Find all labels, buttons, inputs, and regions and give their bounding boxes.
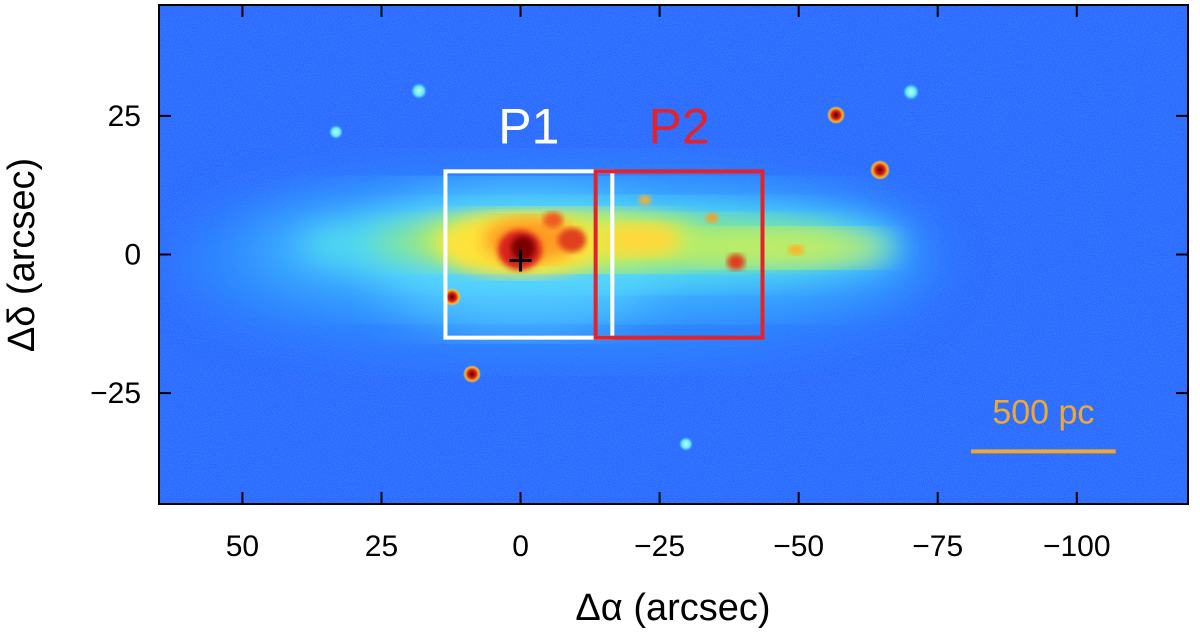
x-tick-label: −75 <box>912 530 963 563</box>
axis-tick-labels: 50 25 0 −25 −50 −75 −100 25 0 −25 <box>90 100 1110 563</box>
axis-ticks <box>159 5 1188 504</box>
region-label-p1: P1 <box>498 98 559 154</box>
region-box-p1 <box>443 169 615 340</box>
x-tick-label: 25 <box>365 530 398 563</box>
y-tick-label: −25 <box>90 377 141 410</box>
region-boxes: P1 P2 <box>443 98 765 340</box>
region-box-p2 <box>593 169 765 340</box>
y-axis-title: Δδ (arcsec) <box>1 158 43 352</box>
plus-icon <box>509 249 532 272</box>
x-tick-label: 0 <box>512 530 529 563</box>
y-tick-label: 0 <box>124 239 141 272</box>
x-tick-label: −50 <box>773 530 824 563</box>
x-tick-label: −100 <box>1043 530 1111 563</box>
x-tick-label: −25 <box>634 530 685 563</box>
y-tick-label: 25 <box>108 100 141 133</box>
scale-bar-label: 500 pc <box>992 393 1094 431</box>
x-tick-label: 50 <box>226 530 259 563</box>
x-axis-title: Δα (arcsec) <box>575 587 770 629</box>
region-label-p2: P2 <box>648 98 709 154</box>
